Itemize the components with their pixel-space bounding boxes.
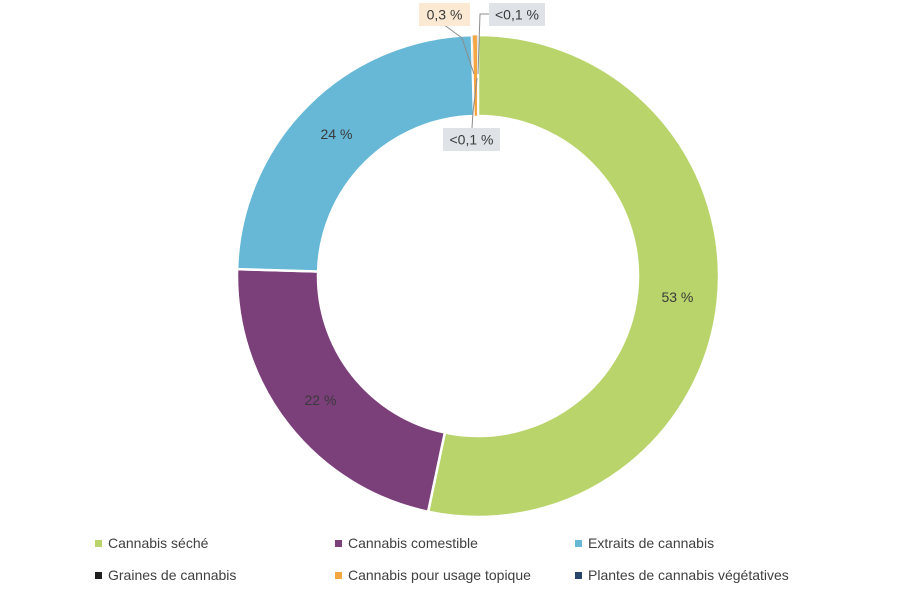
legend-swatch <box>335 571 342 579</box>
data-labels: 53 % 22 % 24 % 0,3 % <0,1 % <0,1 % <box>304 3 693 408</box>
legend-item: Cannabis pour usage topique <box>335 566 575 584</box>
legend-item: Graines de cannabis <box>95 566 335 584</box>
legend-item: Plantes de cannabis végétatives <box>575 566 855 584</box>
data-label: 0,3 % <box>427 7 463 23</box>
slice-extraits-de-cannabis <box>235 33 476 273</box>
legend-swatch <box>95 571 102 579</box>
legend-label: Extraits de cannabis <box>588 535 715 551</box>
legend-label: Cannabis comestible <box>348 535 478 551</box>
data-label-box <box>489 3 545 26</box>
legend-item: Extraits de cannabis <box>575 534 855 552</box>
legend-swatch <box>95 539 102 547</box>
data-label: <0,1 % <box>450 132 494 148</box>
slice-cannabis-s-ch- <box>426 33 721 519</box>
slice-cannabis-comestible <box>235 267 447 514</box>
data-label-box <box>419 3 470 26</box>
data-label: <0,1 % <box>495 7 539 23</box>
callout-line <box>471 77 478 129</box>
donut-slices <box>235 33 721 519</box>
legend-swatch <box>575 539 582 547</box>
legend-label: Cannabis séché <box>108 535 209 551</box>
callout-line <box>477 13 489 75</box>
slice-plantes-de-cannabis-v-g-tatives <box>476 34 479 117</box>
data-label: 53 % <box>661 289 693 305</box>
legend-item: Cannabis comestible <box>335 534 575 552</box>
legend-item: Cannabis séché <box>95 534 335 552</box>
legend-label: Cannabis pour usage topique <box>348 567 531 583</box>
data-label-box <box>443 128 500 151</box>
data-label: 24 % <box>320 126 352 142</box>
legend-swatch <box>575 571 582 579</box>
callout-lines <box>442 13 489 129</box>
legend-label: Plantes de cannabis végétatives <box>588 567 789 583</box>
legend-label: Graines de cannabis <box>108 567 237 583</box>
legend-swatch <box>335 539 342 547</box>
callout-line <box>442 23 475 75</box>
legend: Cannabis séché Cannabis comestible Extrait… <box>95 534 855 584</box>
data-label: 22 % <box>304 392 336 408</box>
